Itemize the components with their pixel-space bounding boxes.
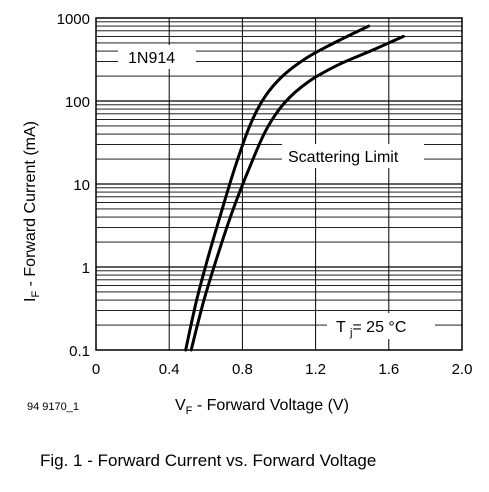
y-tick-labels: 0.1 1 10 100 1000 [57,11,90,360]
y-tick-label: 1000 [57,11,90,28]
y-tick-label: 100 [65,94,90,111]
series-line-2 [189,34,405,352]
temperature-value: = 25 °C [352,319,406,336]
temperature-subscript: j [349,327,352,339]
y-axis-label-main: I [22,298,39,302]
x-axis-label-rest: - Forward Voltage (V) [192,397,349,414]
temperature-label: T j= 25 °C [336,319,406,339]
y-tick-label: 10 [73,177,90,194]
x-tick-label: 1.2 [305,361,326,378]
temp-label-bg [327,313,435,339]
x-tick-label: 0.4 [159,361,180,378]
plot-frame [95,17,463,351]
figure-caption: Fig. 1 - Forward Current vs. Forward Vol… [40,451,376,470]
scatter-label-bg [282,144,424,168]
series-line-1 [184,24,371,352]
series-group [184,24,405,352]
x-axis-label-sub: F [186,405,193,417]
scattering-limit-label: Scattering Limit [288,149,399,166]
x-tick-label: 0.8 [232,361,253,378]
y-tick-label: 0.1 [69,343,90,360]
x-axis-label-main: V [175,397,186,414]
y-axis-label: IF - Forward Current (mA) [22,121,42,302]
temperature-prefix: T [336,319,350,336]
x-tick-label: 0 [92,361,100,378]
x-tick-label: 1.6 [378,361,399,378]
device-label: 1N914 [128,50,175,67]
x-tick-label: 2.0 [452,361,473,378]
x-axis-label: VF - Forward Voltage (V) [175,397,349,417]
x-tick-labels: 0 0.4 0.8 1.2 1.6 2.0 [92,361,473,378]
y-tick-label: 1 [82,260,90,277]
figure-id: 94 9170_1 [27,401,79,413]
y-axis-label-rest: - Forward Current (mA) [22,121,39,291]
y-axis-label-sub: F [30,291,42,298]
device-label-bg [118,45,196,69]
